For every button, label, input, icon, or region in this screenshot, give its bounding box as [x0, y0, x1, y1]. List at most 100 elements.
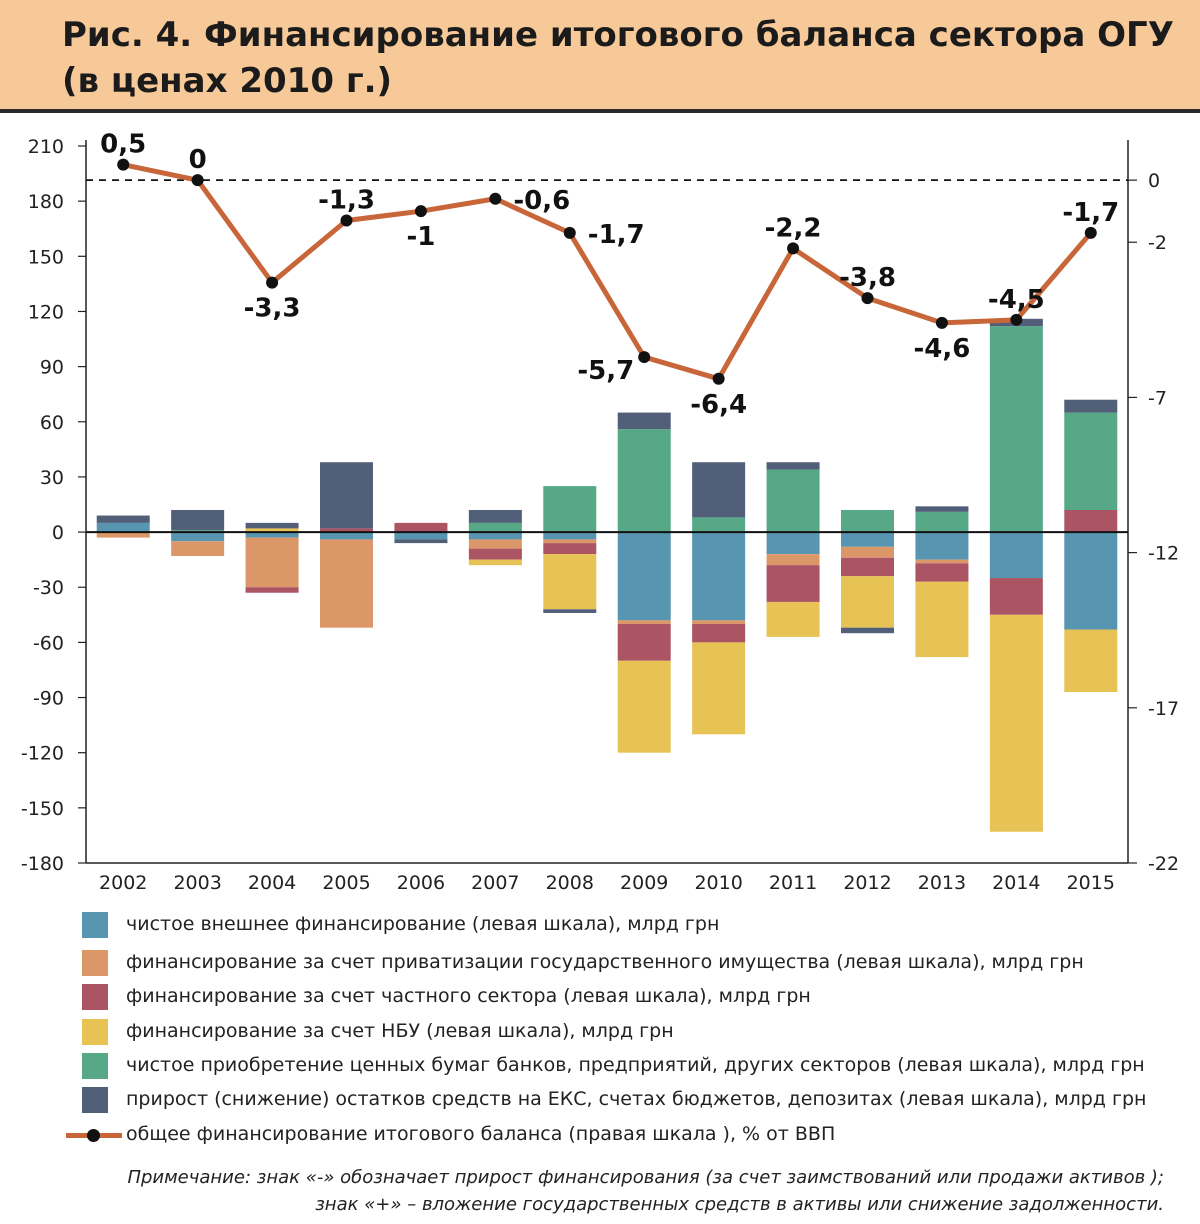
- bar-segment-2015-s4: [1064, 412, 1118, 511]
- bar-segment-2012-s2: [841, 557, 894, 577]
- chart-title-line2: (в ценах 2010 г.): [62, 61, 393, 101]
- bar-segment-2009-s1: [617, 620, 671, 624]
- bar-segment-2003-s0: [171, 532, 225, 542]
- bar-segment-2013-s5: [915, 506, 969, 512]
- right-axis-tick-label: -22: [1148, 853, 1179, 875]
- line-point-label: -1,7: [588, 220, 645, 250]
- left-axis-tick-label: -180: [21, 853, 64, 875]
- bar-segment-2012-s4: [841, 510, 894, 533]
- legend-item-total-line: общее финансирование итогового баланса (…: [60, 1120, 1160, 1150]
- footnote: Примечание: знак «-» обозначает прирост …: [64, 1164, 1164, 1218]
- line-point-2004: [266, 276, 279, 289]
- bar-segment-2011-s4: [766, 469, 820, 533]
- legend-label-securities: чистое приобретение ценных бумаг банков,…: [126, 1054, 1145, 1076]
- line-point-2006: [414, 205, 427, 218]
- bar-segment-2002-s0: [96, 522, 150, 533]
- line-point-label: -1,7: [1062, 198, 1119, 228]
- legend-label-balances: прирост (снижение) остатков средств на Е…: [126, 1088, 1147, 1110]
- chart-title: Рис. 4. Финансирование итогового баланса…: [62, 12, 1182, 104]
- right-axis-tick-label: 0: [1148, 170, 1160, 192]
- x-axis-tick-label: 2002: [99, 872, 147, 894]
- left-axis-tick-label: 120: [28, 301, 64, 323]
- x-axis-tick-label: 2005: [322, 872, 370, 894]
- bar-segment-2011-s5: [766, 462, 820, 470]
- legend-item-privatization: финансирование за счет приватизации госу…: [60, 948, 1160, 978]
- x-axis-tick-label: 2006: [397, 872, 445, 894]
- bar-segment-2013-s3: [915, 581, 969, 658]
- bar-segment-2012-s3: [841, 576, 894, 628]
- bar-segment-2004-s3: [245, 528, 299, 533]
- bar-segment-2004-s1: [245, 537, 299, 588]
- line-point-label: -1,3: [318, 185, 375, 215]
- bar-segment-2003-s1: [171, 541, 225, 556]
- legend-label-total-line: общее финансирование итогового баланса (…: [126, 1123, 836, 1145]
- bar-segment-2010-s4: [692, 517, 746, 533]
- bar-segment-2008-s2: [543, 543, 597, 555]
- bar-segment-2007-s1: [468, 539, 522, 549]
- bar-segment-2010-s0: [692, 532, 746, 621]
- line-point-2005: [340, 214, 353, 227]
- bar-segment-2013-s4: [915, 511, 969, 533]
- bar-segment-2014-s2: [989, 578, 1043, 615]
- left-axis-tick-label: 90: [40, 357, 64, 379]
- bar-segment-2009-s0: [617, 532, 671, 621]
- bar-segment-2004-s2: [245, 587, 299, 593]
- bar-segment-2007-s0: [468, 532, 522, 540]
- bar-segment-2004-s5: [245, 522, 299, 529]
- bar-segment-2005-s1: [320, 539, 373, 628]
- bar-segment-2013-s2: [915, 563, 969, 582]
- chart-title-line1: Рис. 4. Финансирование итогового баланса…: [62, 15, 1174, 55]
- x-axis-tick-label: 2014: [992, 872, 1040, 894]
- bar-segment-2015-s0: [1064, 532, 1118, 630]
- bar-segment-2007-s2: [468, 548, 522, 560]
- line-point-2011: [787, 242, 800, 255]
- line-point-2012: [861, 292, 874, 305]
- x-axis-tick-label: 2015: [1067, 872, 1115, 894]
- line-point-label: -3,3: [244, 294, 301, 324]
- bar-segment-2010-s5: [692, 462, 746, 518]
- bar-segment-2007-s4: [468, 522, 522, 533]
- bar-segment-2003-s5: [171, 510, 225, 531]
- x-axis-tick-label: 2010: [694, 872, 742, 894]
- bar-segment-2006-s5: [394, 539, 448, 544]
- bar-segment-2008-s0: [543, 532, 597, 540]
- bar-segment-2014-s0: [989, 532, 1043, 579]
- right-axis-tick-label: -17: [1148, 698, 1179, 720]
- bar-segment-2015-s2: [1064, 510, 1118, 533]
- x-axis-tick-label: 2013: [918, 872, 966, 894]
- x-axis-tick-label: 2012: [843, 872, 891, 894]
- left-axis-tick-label: 30: [40, 467, 64, 489]
- x-axis-tick-label: 2008: [546, 872, 594, 894]
- bar-segment-2008-s3: [543, 554, 597, 610]
- line-point-2015: [1084, 226, 1097, 239]
- right-axis-tick-label: -12: [1148, 543, 1179, 565]
- left-axis-tick-label: 210: [28, 136, 64, 158]
- legend-item-securities: чистое приобретение ценных бумаг банков,…: [60, 1051, 1160, 1081]
- bar-segment-2009-s3: [617, 660, 671, 753]
- bar-segment-2004-s0: [245, 532, 299, 538]
- bar-segment-2009-s4: [617, 429, 671, 533]
- legend-item-external: чистое внешнее финансирование (левая шка…: [60, 910, 1160, 940]
- bar-segment-2008-s5: [543, 609, 597, 613]
- bar-segment-2009-s2: [617, 624, 671, 661]
- bar-segment-2008-s4: [543, 486, 597, 533]
- stacked-bar-line-chart: 2101801501209060300-30-60-90-120-150-180…: [21, 130, 1179, 894]
- bar-segment-2009-s5: [617, 412, 671, 430]
- left-axis-tick-label: 150: [28, 246, 64, 268]
- line-point-label: -1: [406, 222, 435, 252]
- left-axis-tick-label: -90: [33, 688, 64, 710]
- line-point-2003: [191, 174, 204, 187]
- left-axis-tick-label: -60: [33, 632, 64, 654]
- x-axis-tick-label: 2007: [471, 872, 519, 894]
- legend-swatch-private-sector: [82, 984, 108, 1010]
- line-point-label: -3,8: [839, 263, 896, 293]
- left-axis-tick-label: -30: [33, 577, 64, 599]
- bar-segment-2012-s0: [841, 532, 894, 547]
- footnote-line2: знак «+» – вложение государственных сред…: [315, 1194, 1164, 1215]
- line-point-label: 0: [189, 145, 207, 175]
- x-axis-tick-label: 2011: [769, 872, 817, 894]
- line-point-2014: [1010, 313, 1023, 326]
- bar-segment-2006-s0: [394, 532, 448, 540]
- bar-segment-2014-s3: [989, 614, 1043, 832]
- bar-segment-2015-s5: [1064, 399, 1118, 413]
